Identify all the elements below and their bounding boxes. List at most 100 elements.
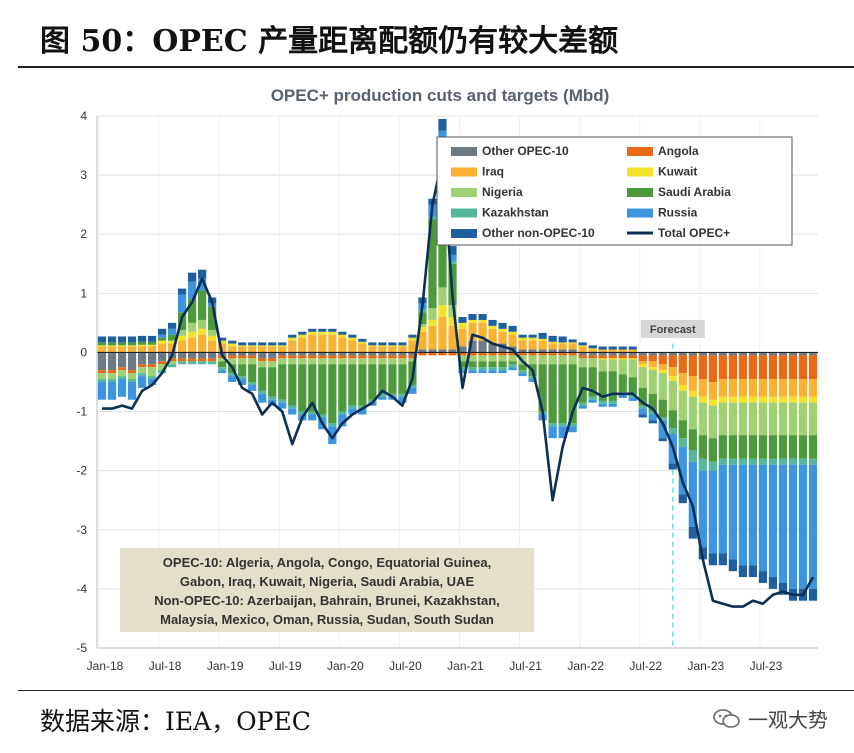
bar-segment <box>258 361 267 368</box>
bar-segment <box>147 335 157 342</box>
bar-segment <box>117 346 127 353</box>
bar-segment <box>638 414 647 418</box>
bar-segment <box>538 349 547 353</box>
bar-segment <box>428 319 437 326</box>
bar-segment <box>738 355 748 380</box>
bar-segment <box>208 358 217 362</box>
bar-segment <box>728 435 737 459</box>
bar-segment <box>348 408 357 415</box>
bar-segment <box>638 355 647 362</box>
legend-swatch <box>627 147 653 156</box>
bar-segment <box>638 352 647 356</box>
bar-segment <box>258 352 267 359</box>
bar-segment <box>97 336 107 343</box>
bar-segment <box>648 414 657 421</box>
bar-segment <box>147 376 157 380</box>
bar-segment <box>448 260 457 264</box>
bar-segment <box>738 435 748 459</box>
bar-segment <box>178 358 187 362</box>
bar-segment <box>568 423 577 427</box>
bar-segment <box>438 118 447 131</box>
bar-segment <box>788 458 798 465</box>
bar-segment <box>448 316 457 326</box>
bar-segment <box>468 361 477 368</box>
bar-segment <box>218 370 227 374</box>
bar-segment <box>758 396 768 403</box>
bar-segment <box>698 470 707 548</box>
bar-segment <box>298 358 307 365</box>
bar-segment <box>548 423 557 427</box>
bar-segment <box>788 402 798 436</box>
bar-segment <box>388 342 397 346</box>
bar-segment <box>378 342 387 346</box>
bar-segment <box>208 306 217 330</box>
bar-segment <box>608 352 617 356</box>
bar-segment <box>318 358 327 365</box>
bar-segment <box>768 402 778 436</box>
bar-segment <box>418 331 427 350</box>
bar-segment <box>228 352 237 356</box>
y-tick-label: -4 <box>76 582 87 596</box>
bar-segment <box>558 352 567 356</box>
bar-segment <box>378 364 387 394</box>
bar-segment <box>107 373 117 380</box>
bar-segment <box>458 346 467 353</box>
bar-segment <box>688 376 697 391</box>
bar-segment <box>157 340 167 344</box>
bar-segment <box>728 379 737 397</box>
x-tick-label: Jan-22 <box>567 659 604 673</box>
bar-segment <box>348 364 357 406</box>
bar-segment <box>548 335 557 342</box>
bar-segment <box>498 361 507 368</box>
bar-segment <box>268 352 277 359</box>
bar-segment <box>147 379 157 385</box>
bar-segment <box>147 352 157 365</box>
bar-segment <box>568 355 577 365</box>
bar-segment <box>738 352 748 356</box>
bar-segment <box>468 367 477 371</box>
bar-segment <box>598 358 607 360</box>
bar-segment <box>468 352 477 356</box>
bar-segment <box>658 370 667 374</box>
bar-segment <box>157 328 167 335</box>
bar-segment <box>528 340 537 350</box>
bar-segment <box>428 352 437 356</box>
bar-segment <box>117 336 127 343</box>
bar-segment <box>418 312 427 325</box>
bar-segment <box>127 379 137 382</box>
bar-segment <box>788 379 798 397</box>
bar-segment <box>508 325 517 332</box>
bar-segment <box>278 364 287 400</box>
bar-segment <box>198 358 207 362</box>
bar-segment <box>628 349 637 353</box>
bar-segment <box>738 458 748 465</box>
bar-segment <box>308 355 317 359</box>
bar-segment <box>448 325 457 350</box>
bar-segment <box>348 358 357 365</box>
bar-segment <box>248 358 257 365</box>
bar-segment <box>117 342 127 346</box>
bar-segment <box>738 402 748 436</box>
bar-segment <box>738 396 748 403</box>
bar-segment <box>298 334 307 338</box>
bar-segment <box>278 399 287 403</box>
bar-segment <box>127 346 137 353</box>
bar-segment <box>768 464 778 578</box>
bar-segment <box>478 352 487 356</box>
bar-segment <box>107 346 117 353</box>
legend-label: Nigeria <box>482 185 523 199</box>
bar-segment <box>688 526 697 539</box>
bar-segment <box>558 343 567 350</box>
bar-segment <box>598 400 607 404</box>
bar-segment <box>288 408 297 415</box>
y-tick-label: -1 <box>76 405 87 419</box>
bar-segment <box>588 348 597 350</box>
bar-segment <box>508 364 517 368</box>
bar-segment <box>498 367 507 371</box>
bar-segment <box>157 364 167 371</box>
legend-label: Kuwait <box>658 165 697 179</box>
bar-segment <box>208 340 217 353</box>
bar-segment <box>248 382 257 385</box>
bar-segment <box>378 355 387 359</box>
bar-segment <box>358 358 367 365</box>
